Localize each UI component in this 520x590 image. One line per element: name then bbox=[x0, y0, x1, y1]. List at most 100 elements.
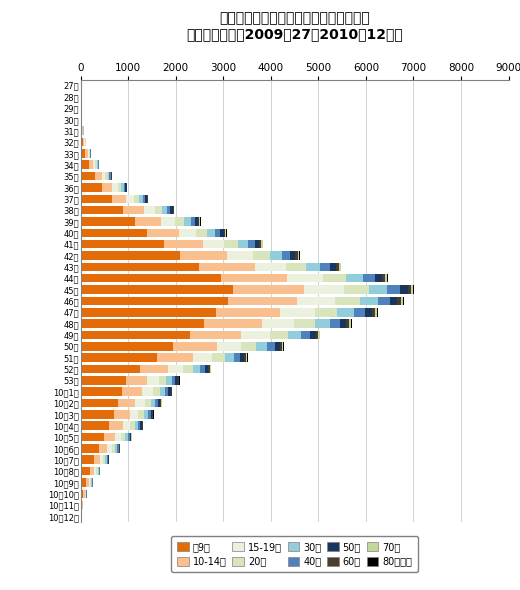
Bar bbox=[190, 330, 241, 339]
Bar bbox=[204, 319, 263, 328]
Bar bbox=[295, 251, 297, 260]
Bar bbox=[259, 240, 262, 248]
Bar bbox=[193, 365, 200, 373]
Bar bbox=[89, 160, 93, 169]
Bar bbox=[81, 388, 122, 396]
Bar bbox=[337, 308, 354, 316]
Bar bbox=[175, 217, 184, 226]
Bar bbox=[315, 319, 330, 328]
Bar bbox=[81, 319, 204, 328]
Bar bbox=[84, 138, 85, 146]
Bar bbox=[346, 319, 349, 328]
Bar bbox=[99, 444, 107, 453]
Bar bbox=[221, 274, 287, 283]
Bar bbox=[117, 444, 119, 453]
Bar bbox=[287, 274, 323, 283]
Bar bbox=[94, 467, 96, 476]
Bar bbox=[411, 286, 413, 294]
Bar bbox=[173, 342, 217, 350]
Bar bbox=[81, 490, 83, 498]
Bar bbox=[283, 342, 284, 350]
Bar bbox=[184, 365, 193, 373]
Bar bbox=[125, 433, 127, 441]
Bar bbox=[173, 206, 174, 214]
Bar bbox=[143, 195, 146, 203]
Bar bbox=[238, 240, 248, 248]
Bar bbox=[118, 399, 135, 407]
Bar bbox=[209, 365, 210, 373]
Bar bbox=[139, 195, 143, 203]
Bar bbox=[138, 410, 144, 419]
Bar bbox=[97, 160, 98, 169]
Bar bbox=[184, 217, 191, 226]
Bar bbox=[129, 410, 138, 419]
Bar bbox=[89, 478, 90, 487]
Bar bbox=[408, 286, 411, 294]
Bar bbox=[255, 263, 286, 271]
Bar bbox=[94, 455, 100, 464]
Bar bbox=[140, 365, 168, 373]
Bar bbox=[81, 263, 200, 271]
Bar bbox=[109, 421, 123, 430]
Bar bbox=[112, 444, 115, 453]
Bar bbox=[246, 353, 247, 362]
Bar bbox=[205, 365, 209, 373]
Bar bbox=[282, 342, 283, 350]
Bar bbox=[81, 160, 89, 169]
Bar bbox=[81, 455, 94, 464]
Bar bbox=[198, 217, 200, 226]
Bar bbox=[135, 421, 138, 430]
Bar bbox=[178, 376, 179, 385]
Bar bbox=[162, 206, 167, 214]
Bar bbox=[286, 263, 306, 271]
Bar bbox=[397, 297, 401, 305]
Bar bbox=[215, 228, 220, 237]
Bar bbox=[95, 172, 101, 181]
Bar bbox=[225, 353, 234, 362]
Bar bbox=[81, 353, 157, 362]
Bar bbox=[349, 319, 351, 328]
Bar bbox=[294, 319, 315, 328]
Bar bbox=[382, 274, 385, 283]
Bar bbox=[224, 240, 238, 248]
Bar bbox=[81, 308, 216, 316]
Bar bbox=[290, 251, 295, 260]
Bar bbox=[109, 172, 111, 181]
Bar bbox=[207, 228, 215, 237]
Bar bbox=[288, 330, 301, 339]
Bar bbox=[123, 206, 144, 214]
Bar bbox=[81, 330, 190, 339]
Bar bbox=[299, 251, 300, 260]
Bar bbox=[400, 286, 408, 294]
Bar bbox=[228, 297, 297, 305]
Bar bbox=[318, 330, 320, 339]
Bar bbox=[107, 444, 112, 453]
Bar bbox=[144, 206, 154, 214]
Bar bbox=[119, 444, 120, 453]
Bar bbox=[81, 444, 99, 453]
Title: 東京都におけるインフルエンザの報告数
（年齢階層別、2009年27〜2010年12週）: 東京都におけるインフルエンザの報告数 （年齢階層別、2009年27〜2010年1… bbox=[186, 11, 403, 41]
Bar bbox=[301, 330, 310, 339]
Bar bbox=[81, 399, 118, 407]
Bar bbox=[159, 376, 166, 385]
Bar bbox=[152, 410, 153, 419]
Bar bbox=[180, 251, 227, 260]
Bar bbox=[306, 263, 320, 271]
Bar bbox=[360, 297, 378, 305]
Bar bbox=[161, 399, 162, 407]
Bar bbox=[147, 228, 178, 237]
Bar bbox=[196, 228, 207, 237]
Bar bbox=[140, 421, 142, 430]
Bar bbox=[153, 388, 160, 396]
Bar bbox=[385, 274, 387, 283]
Bar bbox=[234, 353, 240, 362]
Bar bbox=[297, 297, 335, 305]
Bar bbox=[81, 228, 147, 237]
Bar bbox=[86, 478, 89, 487]
Bar bbox=[83, 138, 84, 146]
Bar bbox=[135, 217, 161, 226]
Bar bbox=[171, 206, 173, 214]
Bar bbox=[196, 217, 198, 226]
Bar bbox=[81, 183, 102, 192]
Bar bbox=[101, 172, 105, 181]
